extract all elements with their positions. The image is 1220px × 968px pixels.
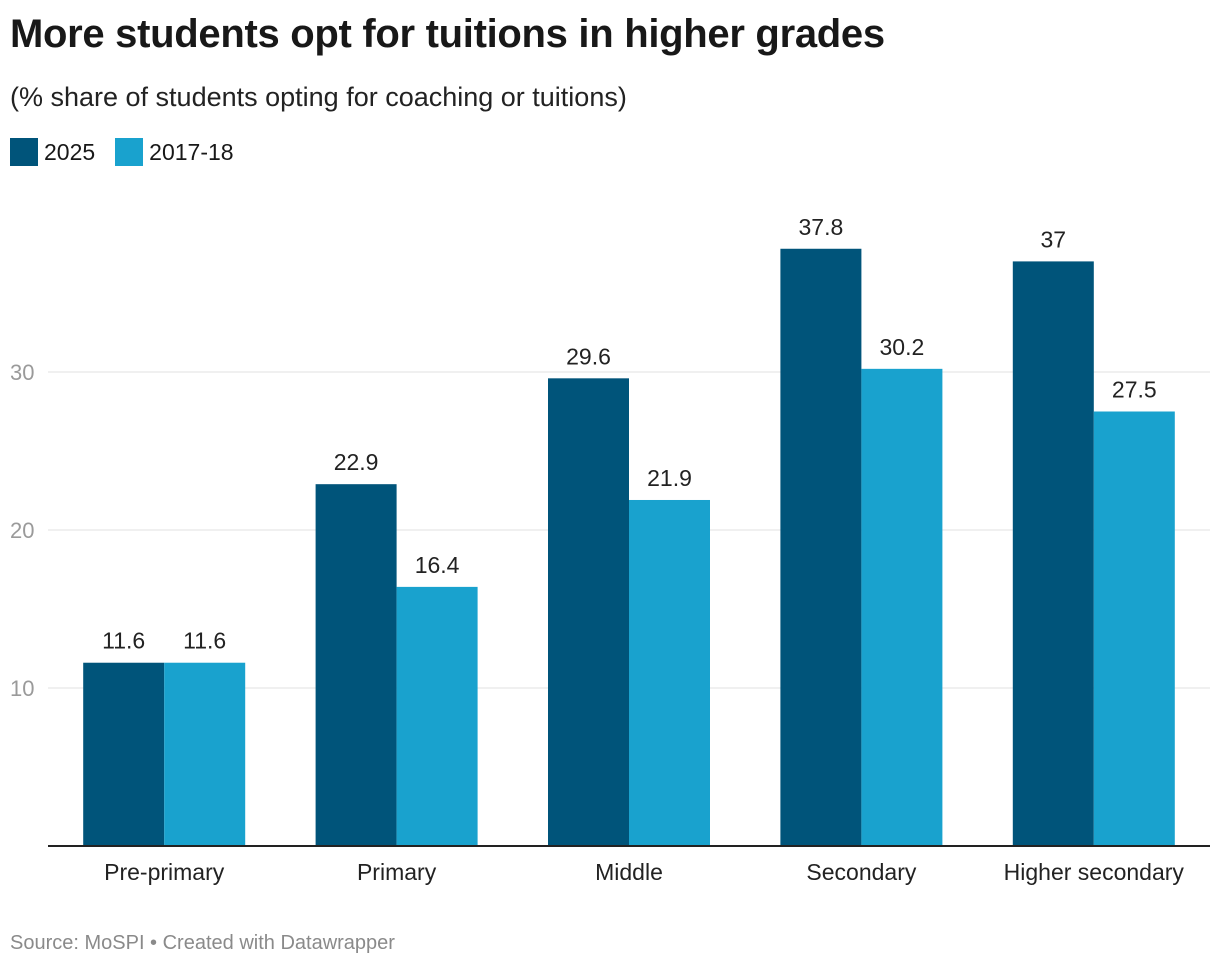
value-label-secondary-2025: 37.8 <box>799 214 844 240</box>
value-label-higher-secondary-2025: 37 <box>1041 226 1067 252</box>
legend-label-2017-18: 2017-18 <box>149 138 234 165</box>
x-category-label-pre-primary: Pre-primary <box>104 859 225 885</box>
bar-higher-secondary-2025 <box>1012 261 1094 846</box>
y-tick-label-30: 30 <box>10 360 34 385</box>
bar-secondary-2025 <box>780 248 862 846</box>
value-label-middle-2025: 29.6 <box>566 343 611 369</box>
x-category-label-middle: Middle <box>595 859 663 885</box>
legend: 2025 2017-18 <box>10 138 254 166</box>
legend-swatch-2025 <box>10 138 38 166</box>
bar-middle-2025 <box>548 378 629 846</box>
x-category-label-higher-secondary: Higher secondary <box>1004 859 1185 885</box>
bar-pre-primary-2025 <box>83 662 165 846</box>
bar-secondary-2017-18 <box>861 368 943 846</box>
x-category-label-secondary: Secondary <box>806 859 916 885</box>
chart-title: More students opt for tuitions in higher… <box>10 12 885 56</box>
source-note: Source: MoSPI • Created with Datawrapper <box>10 932 395 954</box>
y-tick-label-10: 10 <box>10 676 34 701</box>
bar-primary-2017-18 <box>396 586 478 846</box>
value-label-higher-secondary-2017-18: 27.5 <box>1112 377 1157 403</box>
value-label-pre-primary-2017-18: 11.6 <box>183 628 226 654</box>
legend-item-2025: 2025 <box>10 138 95 166</box>
value-label-secondary-2017-18: 30.2 <box>880 334 925 360</box>
value-label-middle-2017-18: 21.9 <box>647 465 692 491</box>
legend-swatch-2017-18 <box>115 138 144 166</box>
bar-middle-2017-18 <box>629 499 710 846</box>
y-tick-label-20: 20 <box>10 518 34 543</box>
bar-higher-secondary-2017-18 <box>1093 411 1175 846</box>
value-label-primary-2017-18: 16.4 <box>415 552 460 578</box>
x-category-label-primary: Primary <box>357 859 437 885</box>
legend-label-2025: 2025 <box>44 138 96 165</box>
bar-pre-primary-2017-18 <box>164 662 246 846</box>
value-label-primary-2025: 22.9 <box>334 449 379 475</box>
value-label-pre-primary-2025: 11.6 <box>102 628 145 654</box>
bar-primary-2025 <box>315 484 397 846</box>
chart-subtitle: (% share of students opting for coaching… <box>10 82 627 112</box>
legend-item-2017-18: 2017-18 <box>115 138 234 166</box>
